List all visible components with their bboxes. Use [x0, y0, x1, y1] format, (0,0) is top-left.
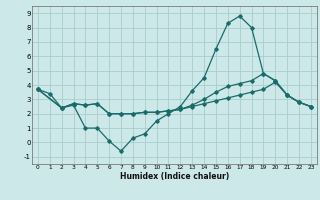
X-axis label: Humidex (Indice chaleur): Humidex (Indice chaleur): [120, 172, 229, 181]
